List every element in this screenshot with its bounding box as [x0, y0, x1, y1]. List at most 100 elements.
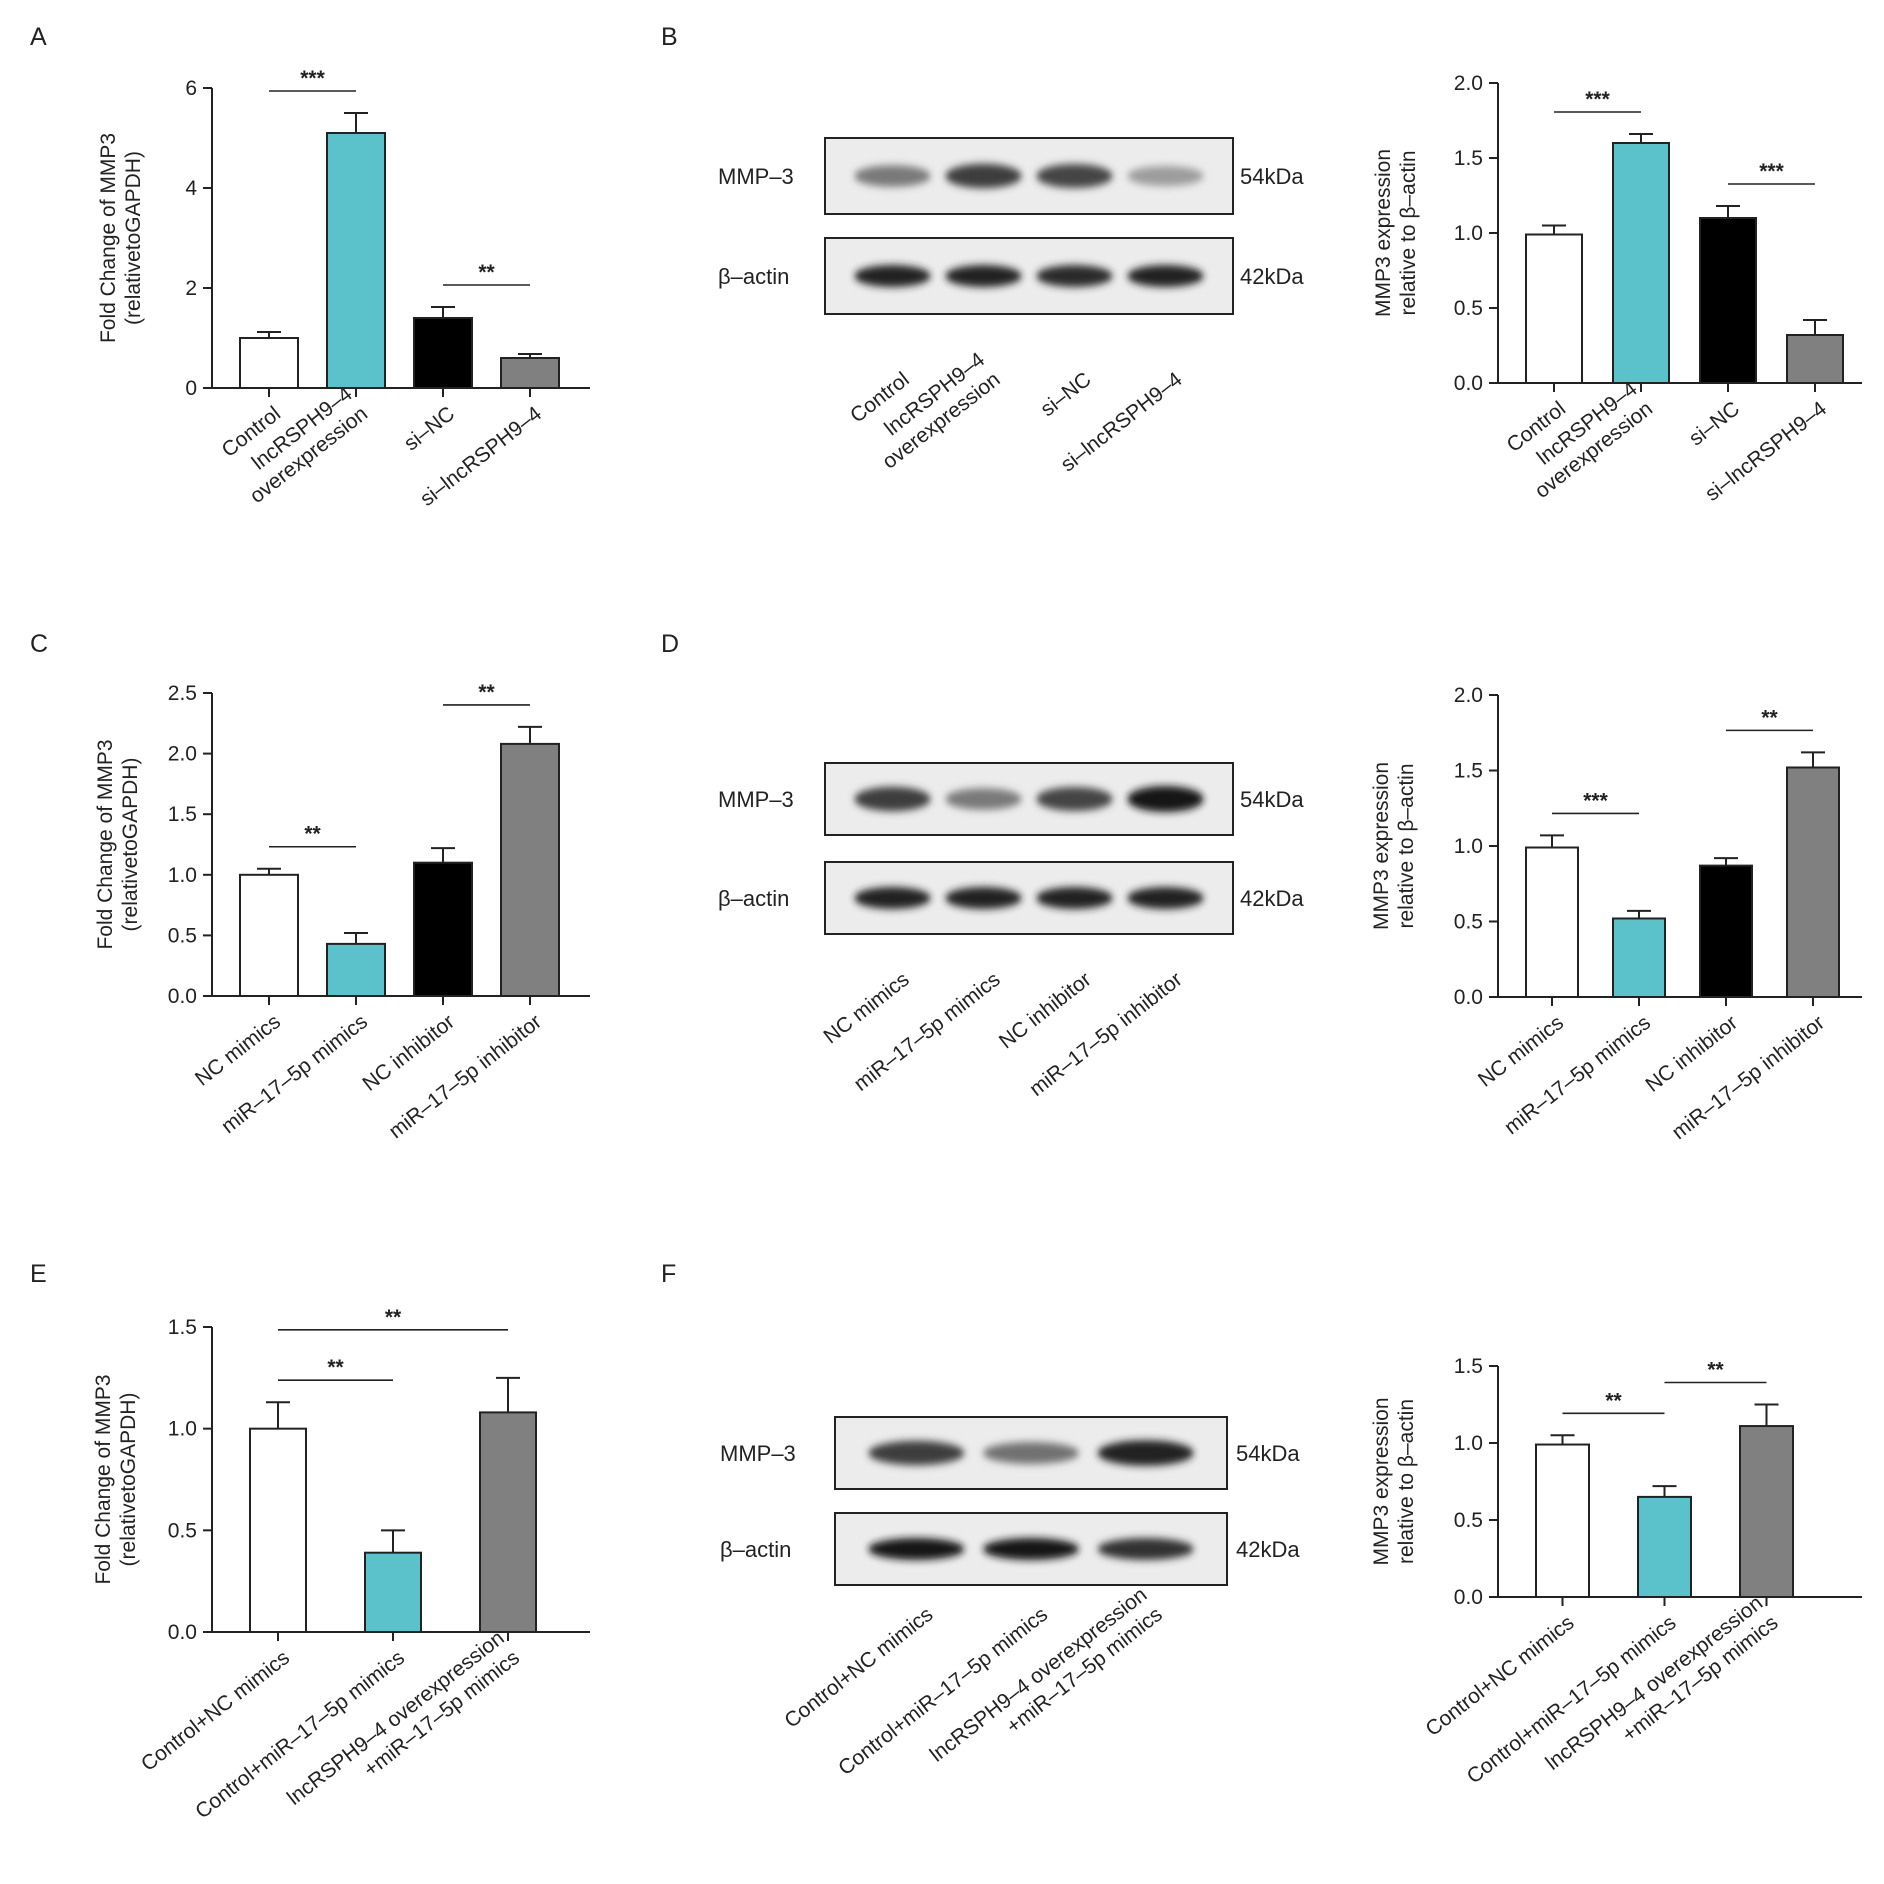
- y-tick-label: 0.5: [168, 924, 197, 947]
- blot-band: [945, 163, 1022, 189]
- y-axis-label-line: MMP3 expression: [1370, 762, 1393, 930]
- blot-band: [1127, 887, 1204, 909]
- y-tick-label: 0.5: [168, 1519, 197, 1542]
- y-tick-label: 1.0: [1454, 222, 1483, 245]
- lane-label: miR–17–5p inhibitor: [1025, 968, 1186, 1101]
- significance-label: **: [327, 1356, 344, 1379]
- y-tick-label: 0.0: [168, 985, 197, 1008]
- y-axis-label-line: (relativetoGAPDH): [117, 1393, 140, 1567]
- y-tick-label: 1.0: [168, 864, 197, 887]
- y-tick-label: 0.0: [1454, 372, 1483, 395]
- blot-size-label: 54kDa: [1240, 787, 1304, 812]
- blot-size-label: 54kDa: [1240, 164, 1304, 189]
- blot-band: [1097, 1538, 1194, 1560]
- y-tick-label: 1.0: [168, 1418, 197, 1441]
- y-tick-label: 2: [185, 277, 197, 300]
- y-tick-label: 2.5: [168, 682, 197, 705]
- lane-label-line: si–NC: [1036, 368, 1095, 421]
- blot-band: [1036, 265, 1113, 287]
- bar-2: [326, 132, 386, 389]
- category-label-line: miR–17–5p mimics: [1500, 1011, 1655, 1139]
- blot-row-label: MMP–3: [718, 164, 794, 189]
- chart-d: 0.0 0.5 1.0 1.5 2.0 MMP3 expressionrelative t…: [1370, 684, 1862, 1144]
- panel-letter-f: F: [661, 1260, 676, 1288]
- lane-label: lncRSPH9–4overexpression: [863, 348, 1005, 474]
- bar-3: [1699, 864, 1753, 998]
- y-axis-label-group: Fold Change of MMP3(relativetoGAPDH): [94, 739, 142, 949]
- blot-size-label: 54kDa: [1236, 1441, 1300, 1466]
- y-tick-label: 1.5: [1454, 1355, 1483, 1378]
- category-label-line: si–NC: [1685, 397, 1744, 450]
- y-tick-label: 0.5: [1454, 297, 1483, 320]
- bar-1: [239, 337, 299, 389]
- y-tick-label: 0.0: [1454, 1586, 1483, 1609]
- y-tick-label: 0.0: [1454, 986, 1483, 1009]
- panel-letter-d: D: [661, 630, 679, 658]
- bar-3: [1739, 1425, 1794, 1599]
- blot-size-label: 42kDa: [1236, 1537, 1300, 1562]
- blot-band: [868, 1440, 965, 1466]
- y-axis-label-line: Fold Change of MMP3: [97, 133, 120, 343]
- y-axis-label-line: MMP3 expression: [1370, 1397, 1393, 1565]
- y-tick-label: 0.0: [168, 1621, 197, 1644]
- category-label-group: miR–17–5p mimics: [1500, 1011, 1655, 1139]
- y-axis-label-line: relative to β–actin: [1395, 764, 1418, 929]
- significance-label: **: [1761, 706, 1778, 729]
- blot-band: [1127, 265, 1204, 287]
- significance-label: **: [478, 261, 495, 284]
- category-label: si–NC: [400, 402, 459, 455]
- blot-size-label: 42kDa: [1240, 886, 1304, 911]
- y-axis-label: MMP3 expressionrelative to β–actin: [1372, 149, 1420, 317]
- bar-3: [413, 317, 473, 389]
- blot-band: [982, 1442, 1080, 1464]
- lane-label-group: si–NC: [1036, 368, 1095, 421]
- bar-2: [1612, 917, 1666, 998]
- y-tick-label: 0.5: [1454, 1509, 1483, 1532]
- blot-band: [854, 165, 931, 187]
- blot-band: [1127, 786, 1204, 812]
- chart-b: 0.0 0.5 1.0 1.5 2.0 MMP3 expressionrelative t…: [1372, 72, 1862, 506]
- category-label: miR–17–5p mimics: [217, 1010, 372, 1138]
- y-axis-label-line: Fold Change of MMP3: [94, 739, 117, 949]
- y-axis-label-group: MMP3 expressionrelative to β–actin: [1370, 762, 1418, 930]
- panel-letter-a: A: [30, 23, 47, 51]
- y-tick-label: 0: [185, 377, 197, 400]
- bar-4: [500, 357, 560, 389]
- lane-label: si–NC: [1036, 368, 1095, 421]
- lane-label-line: NC mimics: [819, 968, 913, 1049]
- category-label-line: si–NC: [400, 402, 459, 455]
- significance-label: ***: [1585, 88, 1610, 111]
- y-axis-label-line: MMP3 expression: [1372, 149, 1395, 317]
- category-label: miR–17–5p inhibitor: [385, 1010, 546, 1143]
- y-tick-label: 4: [185, 177, 197, 200]
- lane-label: NC mimics: [819, 968, 913, 1049]
- chart-e: 0.0 0.5 1.0 1.5 Fold Change of MMP3(relative…: [92, 1306, 590, 1823]
- y-tick-label: 2.0: [1454, 72, 1483, 95]
- bar-3: [413, 861, 473, 997]
- y-tick-label: 1.5: [1454, 147, 1483, 170]
- bar-2: [364, 1551, 422, 1633]
- bar-3: [1699, 217, 1757, 384]
- blot-row-label: β–actin: [720, 1537, 791, 1562]
- y-axis-label: Fold Change of MMP3(relativetoGAPDH): [97, 133, 145, 343]
- category-label-group: si–NC: [400, 402, 459, 455]
- y-tick-label: 1.5: [1454, 760, 1483, 783]
- blot-band: [982, 1538, 1080, 1560]
- blot-band: [854, 265, 931, 287]
- blot-band: [1127, 166, 1204, 186]
- y-tick-label: 0.5: [1454, 911, 1483, 934]
- significance-label: ***: [1759, 160, 1784, 183]
- y-axis-label-line: (relativetoGAPDH): [122, 151, 145, 325]
- y-axis-label-line: (relativetoGAPDH): [119, 758, 142, 932]
- bar-4: [1786, 766, 1840, 998]
- lane-label-line: miR–17–5p mimics: [850, 968, 1005, 1096]
- lane-label-group: miR–17–5p inhibitor: [1025, 968, 1186, 1101]
- significance-label: **: [478, 681, 495, 704]
- y-axis-label-line: relative to β–actin: [1397, 151, 1420, 316]
- category-label-group: si–NC: [1685, 397, 1744, 450]
- y-tick-label: 2.0: [168, 743, 197, 766]
- significance-label: ***: [1583, 789, 1608, 812]
